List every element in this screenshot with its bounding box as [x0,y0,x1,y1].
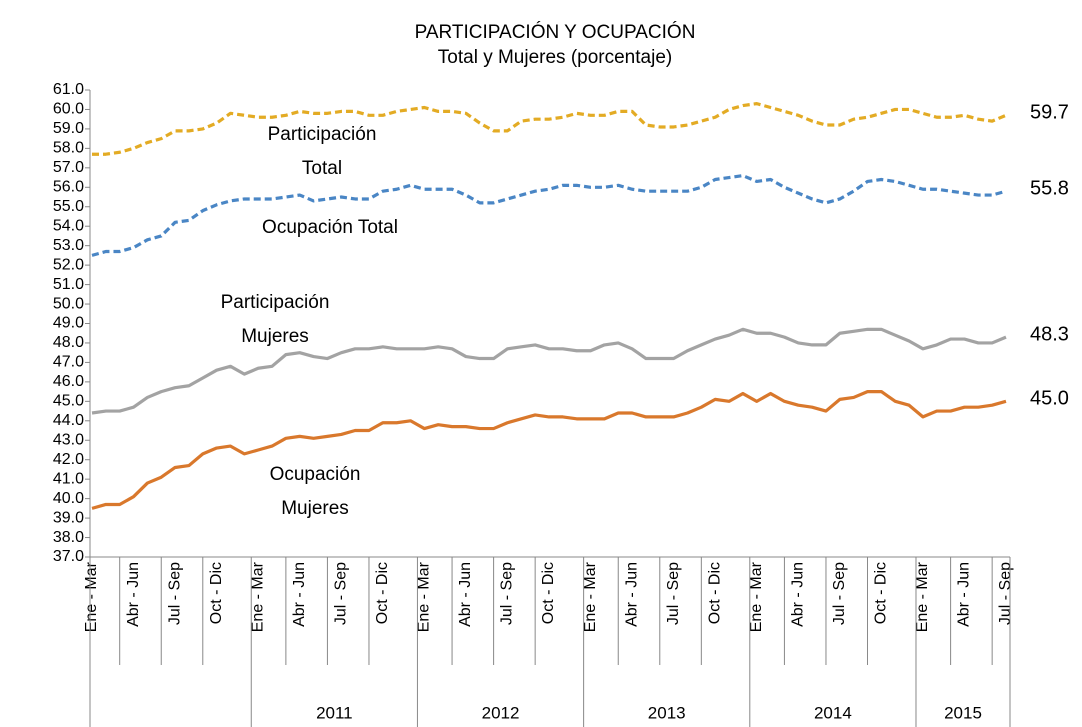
y-tick-label: 41.0 [53,470,84,487]
y-tick-label: 59.0 [53,120,84,137]
y-tick-label: 45.0 [53,393,84,410]
y-tick-label: 51.0 [53,276,84,293]
x-tick-label: Abr - Jun [789,562,806,627]
series-line [91,327,1007,415]
x-tick-label: Abr - Jun [956,562,973,627]
series-name: Mujeres [241,326,309,347]
series-name: Ocupación Total [262,217,398,238]
chart-title: PARTICIPACIÓN Y OCUPACIÓN [415,21,696,43]
x-tick-label: Ene - Mar [83,561,100,632]
y-tick-label: 54.0 [53,217,84,234]
x-tick-label: Abr - Jun [457,562,474,627]
y-tick-label: 49.0 [53,315,84,332]
group-label: 2012 [482,703,520,722]
x-tick-label: Abr - Jun [291,562,308,627]
x-tick-label: Oct - Dic [540,562,557,624]
end-label: 55.8 [1030,177,1069,199]
x-tick-label: Oct - Dic [873,562,890,624]
x-tick-label: Jul - Sep [332,562,349,625]
x-tick-label: Jul - Sep [831,562,848,625]
group-label: 2015 [944,703,982,722]
y-tick-label: 57.0 [53,159,84,176]
y-tick-label: 43.0 [53,431,84,448]
end-label: 45.0 [1030,388,1069,410]
group-label: 2011 [316,703,353,722]
y-tick-label: 60.0 [53,101,84,118]
x-tick-label: Jul - Sep [997,562,1014,625]
x-tick-label: Oct - Dic [208,562,225,624]
y-tick-label: 52.0 [53,256,84,273]
y-tick-label: 48.0 [53,334,84,351]
x-tick-label: Oct - Dic [374,562,391,624]
y-tick-label: 56.0 [53,179,84,196]
y-tick-label: 38.0 [53,529,84,546]
y-tick-label: 42.0 [53,451,84,468]
x-tick-label: Ene - Mar [914,561,931,632]
y-tick-label: 47.0 [53,354,84,371]
y-tick-label: 37.0 [53,548,84,565]
end-label: 59.7 [1030,102,1069,124]
x-tick-label: Ene - Mar [416,561,433,632]
y-tick-label: 40.0 [53,490,84,507]
y-tick-label: 50.0 [53,295,84,312]
x-tick-label: Ene - Mar [249,561,266,632]
series-name: Participación [221,292,330,313]
y-tick-label: 58.0 [53,140,84,157]
group-label: 2014 [814,703,852,722]
x-tick-label: Ene - Mar [748,561,765,632]
y-tick-label: 53.0 [53,237,84,254]
series-name: Total [302,158,342,179]
y-tick-label: 61.0 [53,81,84,98]
group-label: 2013 [648,703,686,722]
series-name: Participación [268,124,377,145]
y-tick-label: 39.0 [53,509,84,526]
series-line [91,390,1007,510]
series-line [91,174,1007,257]
x-tick-label: Jul - Sep [665,562,682,625]
x-tick-label: Ene - Mar [582,561,599,632]
series-name: Mujeres [281,498,349,519]
x-tick-label: Abr - Jun [623,562,640,627]
y-tick-label: 55.0 [53,198,84,215]
end-label: 48.3 [1030,323,1069,345]
series-name: Ocupación [270,464,361,485]
x-tick-label: Jul - Sep [499,562,516,625]
x-tick-label: Abr - Jun [125,562,142,627]
y-tick-label: 46.0 [53,373,84,390]
series-line [92,102,1007,156]
chart-subtitle: Total y Mujeres (porcentaje) [438,47,672,68]
x-tick-label: Jul - Sep [166,562,183,625]
y-tick-label: 44.0 [53,412,84,429]
x-tick-label: Oct - Dic [706,562,723,624]
